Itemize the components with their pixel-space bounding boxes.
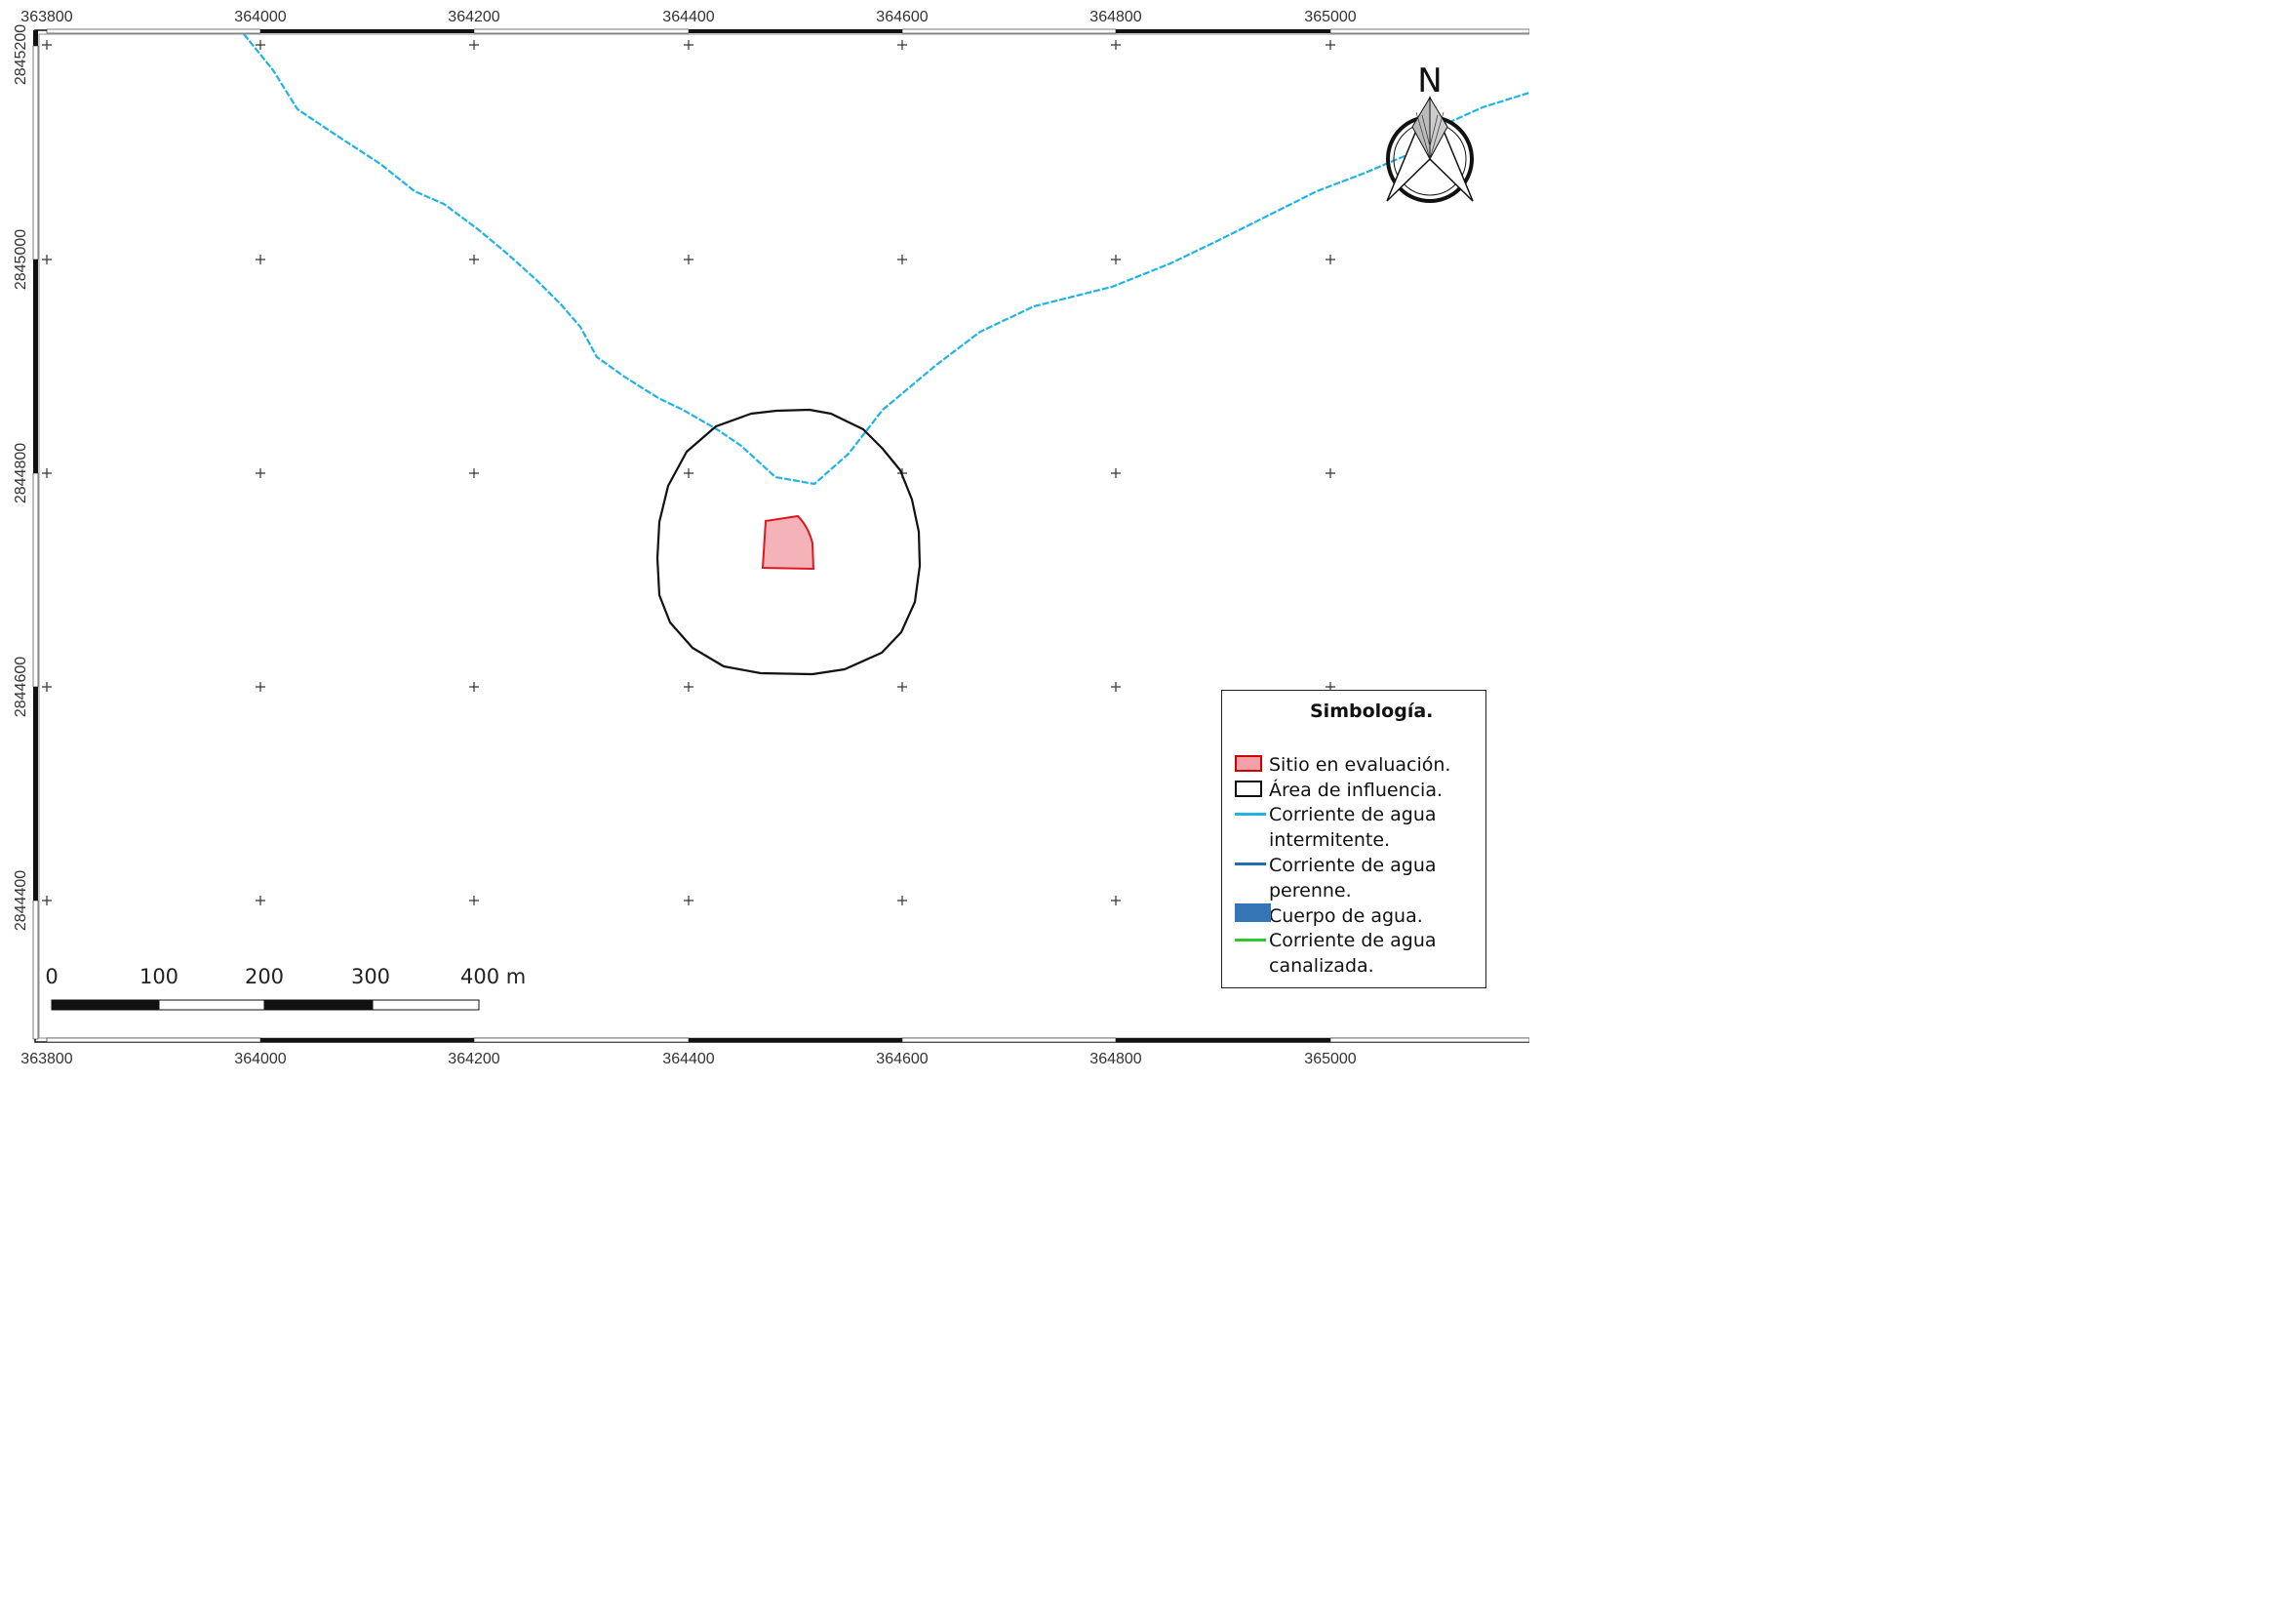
graticule-cross-29 <box>42 896 52 905</box>
graticule-cross-15 <box>42 468 52 478</box>
graticule-cross-17 <box>469 468 479 478</box>
legend-item-intermittent: Corriente de agua intermitente. <box>1234 802 1474 853</box>
graticule-cross-3 <box>469 40 479 50</box>
scale-bar <box>51 999 480 1011</box>
scale-label-200: 200 <box>245 965 284 988</box>
graticule-cross-31 <box>469 896 479 905</box>
legend-label: Corriente de agua perenne. <box>1269 855 1437 902</box>
graticule-cross-25 <box>684 682 693 692</box>
legend-label: Corriente de agua canalizada. <box>1269 930 1437 977</box>
graticule-cross-18 <box>684 468 693 478</box>
graticule-cross-30 <box>256 896 265 905</box>
map-frame <box>32 28 1529 1043</box>
legend-item-waterbody: Cuerpo de agua. <box>1234 903 1474 929</box>
intermittent-stream-west <box>243 33 1529 486</box>
x-tick-bottom-6: 364800 <box>1089 1051 1141 1067</box>
legend-item-perennial: Corriente de agua perenne. <box>1234 853 1474 903</box>
graticule-cross-13 <box>1111 255 1121 264</box>
x-tick-bottom-3: 364200 <box>448 1051 499 1067</box>
graticule-cross-12 <box>897 255 907 264</box>
evaluation-site <box>761 514 815 571</box>
legend-title: Simbología. <box>1310 701 1434 722</box>
graticule-cross-11 <box>684 255 693 264</box>
y-tick-1: 2845200 <box>13 24 29 85</box>
graticule-cross-10 <box>469 255 479 264</box>
graticule-cross-34 <box>1111 896 1121 905</box>
map-canvas: 363800 364000 364200 364400 364600 36480… <box>13 9 1529 1067</box>
graticule-cross-26 <box>897 682 907 692</box>
graticule-cross-6 <box>1111 40 1121 50</box>
graticule-cross-14 <box>1326 255 1335 264</box>
x-tick-bottom-2: 364000 <box>234 1051 286 1067</box>
graticule-cross-9 <box>256 255 265 264</box>
graticule-cross-27 <box>1111 682 1121 692</box>
graticule-cross-2 <box>256 40 265 50</box>
graticule-cross-7 <box>1326 40 1335 50</box>
graticule-cross-21 <box>1326 468 1335 478</box>
x-tick-top-5: 364600 <box>876 9 928 25</box>
x-tick-bottom-1: 363800 <box>20 1051 72 1067</box>
legend-label: Cuerpo de agua. <box>1269 905 1423 927</box>
graticule-cross-5 <box>897 40 907 50</box>
x-tick-top-3: 364200 <box>448 9 499 25</box>
x-tick-top-2: 364000 <box>234 9 286 25</box>
line-icon <box>1234 853 1269 876</box>
polygon-outline-icon <box>1234 778 1269 801</box>
scale-label-100: 100 <box>139 965 178 988</box>
dashed-line-icon <box>1234 802 1269 825</box>
line-icon <box>1234 928 1269 951</box>
graticule-cross-22 <box>42 682 52 692</box>
x-tick-top-4: 364400 <box>662 9 714 25</box>
x-tick-bottom-5: 364600 <box>876 1051 928 1067</box>
y-tick-5: 2844400 <box>13 870 29 931</box>
y-tick-2: 2845000 <box>13 229 29 290</box>
x-tick-top-6: 364800 <box>1089 9 1141 25</box>
x-tick-top-1: 363800 <box>20 9 72 25</box>
graticule-cross-8 <box>42 255 52 264</box>
graticule-cross-16 <box>256 468 265 478</box>
graticule-cross-33 <box>897 896 907 905</box>
fill-icon <box>1234 903 1271 927</box>
graticule-cross-1 <box>42 40 52 50</box>
scale-label-0: 0 <box>45 965 58 988</box>
legend-item-site: Sitio en evaluación. <box>1234 752 1474 778</box>
north-arrow-icon <box>1386 96 1474 203</box>
legend-label: Sitio en evaluación. <box>1269 754 1451 776</box>
influence-area <box>655 408 922 676</box>
north-label: N <box>1417 61 1442 100</box>
graticule-cross-20 <box>1111 468 1121 478</box>
x-tick-bottom-7: 365000 <box>1304 1051 1356 1067</box>
legend-item-influence: Área de influencia. <box>1234 778 1474 803</box>
polygon-fill-icon <box>1234 752 1269 776</box>
legend-item-canalized: Corriente de agua canalizada. <box>1234 928 1474 979</box>
scale-label-300: 300 <box>351 965 390 988</box>
graticule-cross-24 <box>469 682 479 692</box>
legend: Simbología. Sitio en evaluación. Área de… <box>1221 690 1486 988</box>
graticule-cross-32 <box>684 896 693 905</box>
x-tick-top-7: 365000 <box>1304 9 1356 25</box>
y-tick-4: 2844600 <box>13 657 29 717</box>
graticule-cross-23 <box>256 682 265 692</box>
y-tick-3: 2844800 <box>13 443 29 503</box>
graticule-crosses <box>42 40 1335 905</box>
legend-label: Área de influencia. <box>1269 780 1444 801</box>
scale-label-400: 400 m <box>460 965 526 988</box>
legend-label: Corriente de agua intermitente. <box>1269 804 1437 851</box>
x-tick-bottom-4: 364400 <box>662 1051 714 1067</box>
graticule-cross-4 <box>684 40 693 50</box>
